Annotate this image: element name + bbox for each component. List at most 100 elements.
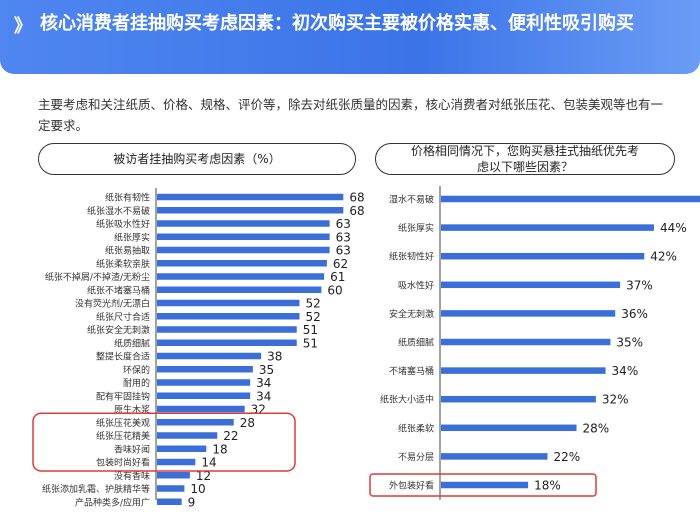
bar xyxy=(157,220,330,227)
bar xyxy=(157,419,234,426)
bar xyxy=(157,260,327,267)
category-label: 外包装好看 xyxy=(389,480,434,492)
value-label: 68 xyxy=(349,191,364,205)
bar xyxy=(441,252,645,260)
value-label: 10 xyxy=(190,482,205,496)
value-label: 14 xyxy=(201,456,216,470)
category-label: 没有荧光剂/无漂白 xyxy=(75,298,150,310)
bar xyxy=(441,224,654,231)
category-label: 纸张压花精美 xyxy=(96,430,150,442)
bar xyxy=(157,366,253,373)
category-label: 纸张柔软亲肤 xyxy=(96,258,150,270)
value-label: 35 xyxy=(259,363,274,377)
category-label: 耐用的 xyxy=(123,377,150,389)
value-label: 68 xyxy=(349,204,364,218)
bar xyxy=(157,207,344,214)
bar xyxy=(157,273,325,280)
value-label: 37% xyxy=(626,278,653,292)
bar xyxy=(441,367,606,374)
value-label: 18 xyxy=(212,442,227,456)
bar xyxy=(157,472,190,479)
category-label: 纸张柔软 xyxy=(398,422,434,434)
bar xyxy=(157,299,300,307)
page-title: 核心消费者挂抽购买考虑因素：初次购买主要被价格实惠、便利性吸引购买 xyxy=(40,13,634,34)
value-label: 63 xyxy=(336,230,351,244)
category-label: 纸质细腻 xyxy=(398,337,434,349)
value-label: 38 xyxy=(267,350,282,364)
category-label: 纸质细腻 xyxy=(114,337,150,349)
bar xyxy=(441,453,548,460)
value-label: 32 xyxy=(251,403,266,417)
category-label: 环保的 xyxy=(123,364,150,376)
bar xyxy=(157,352,262,360)
value-label: 51 xyxy=(303,336,318,350)
value-label: 32% xyxy=(602,393,629,407)
bar xyxy=(157,379,251,386)
bar xyxy=(157,445,207,452)
category-label: 纸张厚实 xyxy=(398,222,434,234)
category-label: 纸张不掉屑/不掉渣/无粉尘 xyxy=(45,271,150,283)
category-label: 没有香味 xyxy=(114,470,150,482)
value-label: 61 xyxy=(330,270,345,284)
left-chart-title: 被访者挂抽购买考虑因素（%） xyxy=(38,143,356,175)
bar xyxy=(157,193,344,201)
bar xyxy=(157,392,251,399)
value-label: 35% xyxy=(616,336,643,350)
category-label: 香味好闻 xyxy=(114,443,150,455)
category-label: 安全无刺激 xyxy=(389,308,434,320)
highlight-box xyxy=(369,473,597,497)
value-label: 34 xyxy=(256,389,271,403)
value-label: 51 xyxy=(303,323,318,337)
bar xyxy=(441,395,596,403)
bar xyxy=(157,458,196,466)
value-label: 34% xyxy=(612,364,639,378)
category-label: 纸张大小适中 xyxy=(380,394,434,406)
category-label: 纸张尺寸合适 xyxy=(96,311,150,323)
value-label: 9 xyxy=(188,495,196,509)
category-label: 纸张吸水性好 xyxy=(96,218,150,230)
category-label: 纸张添加乳霜、护肤精华等 xyxy=(42,483,150,495)
value-label: 22% xyxy=(553,450,580,464)
value-label: 63 xyxy=(336,244,351,258)
bar xyxy=(157,246,330,254)
right-chart-title: 价格相同情况下，您购买悬挂式抽纸优先考虑以下哪些因素？ xyxy=(375,143,675,175)
value-label: 28 xyxy=(240,416,255,430)
bar xyxy=(157,432,218,439)
category-label: 纸张厚实 xyxy=(114,231,150,243)
value-label: 52 xyxy=(305,310,320,324)
bar xyxy=(441,424,577,432)
value-label: 52 xyxy=(305,297,320,311)
category-label: 不堵塞马桶 xyxy=(389,365,434,377)
value-label: 18% xyxy=(534,479,561,493)
bar xyxy=(157,405,245,413)
left-chart: 纸张有韧性 68 纸张湿水不易破 68 纸张吸水性好 63 纸张厚实 63 纸张易抽取 63 纸张柔… xyxy=(32,188,365,509)
double-chevron-icon: 》 xyxy=(14,16,32,37)
category-label: 纸张韧性好 xyxy=(389,251,434,263)
category-label: 纸张有韧性 xyxy=(105,192,150,204)
category-label: 不易分层 xyxy=(398,452,434,463)
right-chart: 湿水不易破54%纸张厚实44%纸张韧性好42%吸水性好37%安全无刺激36%纸质… xyxy=(369,186,700,500)
value-label: 28% xyxy=(583,421,610,435)
bar xyxy=(157,313,300,320)
category-label: 配有牢固挂钩 xyxy=(96,390,150,402)
value-label: 44% xyxy=(660,221,687,235)
category-label: 吸水性好 xyxy=(398,279,434,291)
bar xyxy=(441,281,621,289)
category-label: 纸张压花美观 xyxy=(96,417,150,429)
value-label: 63 xyxy=(336,217,351,231)
value-label: 34 xyxy=(256,376,271,390)
highlight-box xyxy=(32,412,296,472)
value-label: 36% xyxy=(621,307,648,321)
value-label: 62 xyxy=(333,257,348,271)
category-label: 产品种类多/应用广 xyxy=(75,496,150,508)
category-label: 纸张易抽取 xyxy=(105,245,150,257)
bar xyxy=(157,233,330,240)
intro-text: 主要考虑和关注纸质、价格、规格、评价等，除去对纸张质量的因素，核心消费者对纸张压… xyxy=(38,97,664,133)
bar xyxy=(441,481,529,489)
category-label: 纸张安全无刺激 xyxy=(87,324,150,336)
category-label: 湿水不易破 xyxy=(389,194,434,206)
value-label: 12 xyxy=(196,469,211,483)
category-label: 整提长度合适 xyxy=(96,351,150,363)
value-label: 42% xyxy=(650,250,677,264)
category-label: 纸张不堵塞马桶 xyxy=(87,284,150,296)
